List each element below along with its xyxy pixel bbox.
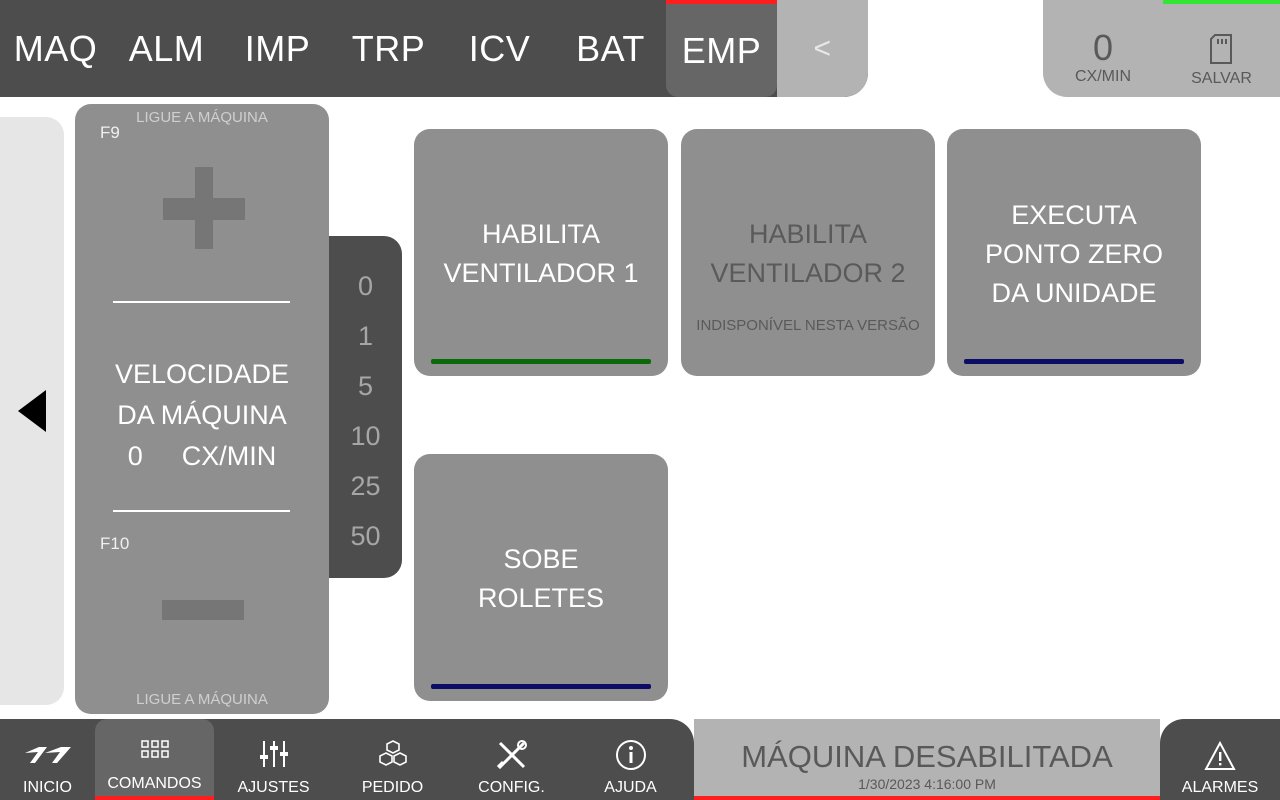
save-label: SALVAR bbox=[1191, 70, 1252, 87]
nav-label: COMANDOS bbox=[107, 775, 202, 792]
divider bbox=[113, 510, 290, 512]
minus-icon bbox=[162, 600, 244, 620]
nav-label: CONFIG. bbox=[478, 779, 545, 796]
back-button[interactable]: < bbox=[777, 0, 868, 97]
button-label-line2: VENTILADOR 1 bbox=[443, 258, 639, 288]
nav-label: INICIO bbox=[23, 779, 72, 796]
speed-increase-button[interactable] bbox=[75, 134, 329, 294]
nav-ajuda[interactable]: AJUDA bbox=[571, 719, 690, 800]
nav-comandos[interactable]: COMANDOS bbox=[95, 719, 214, 800]
tab-maq[interactable]: MAQ bbox=[13, 27, 98, 69]
counter-value: 0 bbox=[1092, 27, 1114, 68]
speed-step-selector: 0 1 5 10 25 50 bbox=[329, 236, 402, 578]
status-bar-blue bbox=[431, 684, 651, 689]
key-f9-label: F9 bbox=[100, 123, 120, 142]
hint-top: LIGUE A MÁQUINA bbox=[136, 109, 268, 126]
nav-label: AJUDA bbox=[604, 779, 657, 796]
step-option[interactable]: 5 bbox=[357, 371, 374, 401]
nav-pedido[interactable]: PEDIDO bbox=[333, 719, 452, 800]
divider bbox=[113, 301, 290, 303]
zero-point-button[interactable]: EXECUTA PONTO ZERO DA UNIDADE bbox=[947, 129, 1201, 376]
button-label-line2: ROLETES bbox=[477, 583, 605, 613]
speed-display: VELOCIDADE DA MÁQUINA 0 CX/MIN bbox=[75, 354, 329, 477]
logo-icon bbox=[24, 747, 71, 763]
tab-alm[interactable]: ALM bbox=[128, 27, 205, 69]
status-timestamp: 1/30/2023 4:16:00 PM bbox=[858, 776, 996, 792]
step-option[interactable]: 50 bbox=[350, 521, 381, 551]
step-option[interactable]: 0 bbox=[357, 271, 374, 301]
nav-inicio[interactable]: INICIO bbox=[0, 719, 95, 800]
status-indicator-bar bbox=[1163, 0, 1280, 4]
nav-ajustes[interactable]: AJUSTES bbox=[214, 719, 333, 800]
speed-value-row: 0 CX/MIN bbox=[75, 436, 329, 477]
unavailable-note: INDISPONÍVEL NESTA VERSÃO bbox=[696, 317, 920, 334]
hint-bottom: LIGUE A MÁQUINA bbox=[136, 691, 268, 708]
tab-imp[interactable]: IMP bbox=[244, 27, 311, 69]
counter-unit: CX/MIN bbox=[1075, 68, 1131, 85]
warning-icon bbox=[1204, 741, 1236, 770]
machine-status-panel: MÁQUINA DESABILITADA 1/30/2023 4:16:00 P… bbox=[694, 719, 1160, 800]
speed-decrease-button[interactable] bbox=[75, 544, 329, 684]
button-label-line1: SOBE bbox=[503, 544, 579, 574]
enable-fan-1-button[interactable]: HABILITA VENTILADOR 1 bbox=[414, 129, 668, 376]
button-label-line1: HABILITA bbox=[748, 219, 868, 249]
sliders-icon bbox=[259, 741, 288, 767]
tools-icon bbox=[496, 740, 527, 770]
sd-card-icon bbox=[1210, 34, 1232, 64]
nav-config[interactable]: CONFIG. bbox=[452, 719, 571, 800]
step-option[interactable]: 1 bbox=[357, 321, 374, 351]
plus-icon-bar bbox=[163, 198, 245, 220]
production-counter: 0 CX/MIN bbox=[1043, 0, 1163, 97]
arrow-left-icon[interactable] bbox=[18, 390, 46, 432]
boxes-icon bbox=[378, 740, 407, 766]
speed-unit: CX/MIN bbox=[181, 441, 277, 471]
tab-bat[interactable]: BAT bbox=[576, 27, 645, 69]
button-label-line1: HABILITA bbox=[481, 219, 601, 249]
alarms-button[interactable]: ALARMES bbox=[1160, 719, 1280, 800]
enable-fan-2-button[interactable]: HABILITA VENTILADOR 2 INDISPONÍVEL NESTA… bbox=[681, 129, 935, 376]
bottom-nav-bar: INICIO COMANDOS AJUSTES PEDIDO bbox=[0, 719, 694, 800]
info-icon bbox=[615, 740, 646, 770]
nav-label: AJUSTES bbox=[237, 779, 310, 796]
status-bar-green bbox=[431, 359, 651, 364]
machine-status-text: MÁQUINA DESABILITADA bbox=[741, 739, 1113, 774]
tab-icv[interactable]: ICV bbox=[468, 27, 531, 69]
button-label-line2: PONTO ZERO bbox=[984, 239, 1164, 269]
speed-title-line2: DA MÁQUINA bbox=[117, 400, 287, 430]
key-f10-label: F10 bbox=[100, 534, 130, 553]
speed-title-line1: VELOCIDADE bbox=[114, 359, 290, 389]
nav-label: PEDIDO bbox=[361, 779, 424, 796]
speed-value: 0 bbox=[127, 441, 143, 471]
grid-icon bbox=[140, 740, 169, 758]
button-label-line3: DA UNIDADE bbox=[991, 278, 1157, 308]
step-option[interactable]: 10 bbox=[350, 421, 381, 451]
button-label-line1: EXECUTA bbox=[1011, 200, 1137, 230]
raise-rollers-button[interactable]: SOBE ROLETES bbox=[414, 454, 668, 701]
step-option[interactable]: 25 bbox=[350, 471, 381, 501]
save-button[interactable]: SALVAR bbox=[1163, 0, 1280, 97]
top-right-panel: 0 CX/MIN SALVAR bbox=[1043, 0, 1280, 97]
status-bar-blue bbox=[964, 359, 1184, 364]
top-tab-bar: MAQ ALM IMP TRP ICV BAT EMP < bbox=[0, 0, 868, 97]
alarms-label: ALARMES bbox=[1181, 779, 1259, 796]
machine-speed-control: LIGUE A MÁQUINA F9 VELOCIDADE DA MÁQUINA… bbox=[75, 104, 329, 714]
tab-trp[interactable]: TRP bbox=[351, 27, 426, 69]
button-label-line2: VENTILADOR 2 bbox=[710, 258, 906, 288]
tab-emp[interactable]: EMP bbox=[666, 0, 777, 97]
